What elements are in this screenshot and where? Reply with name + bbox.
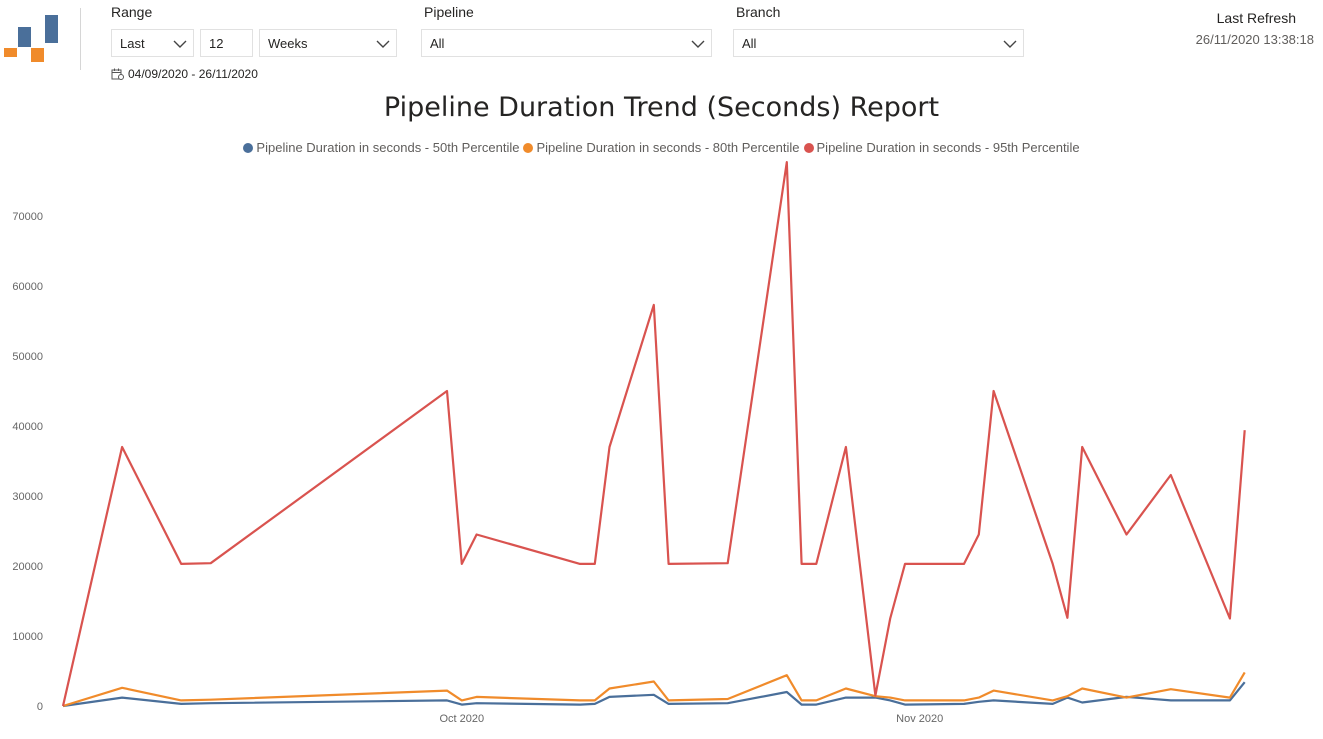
data-point [785,673,789,677]
data-point [726,701,730,705]
data-point [1065,616,1069,620]
data-point [120,445,124,449]
data-point [667,562,671,566]
data-point [61,704,65,708]
y-tick-label: 20000 [12,561,43,573]
data-point [593,562,597,566]
data-point [593,698,597,702]
data-point [652,303,656,307]
data-point [903,703,907,707]
data-point [888,617,892,621]
data-point [977,696,981,700]
data-point [1080,445,1084,449]
data-point [120,686,124,690]
data-point [1228,617,1232,621]
data-point [1243,670,1247,674]
data-point [977,533,981,537]
data-point [800,703,804,707]
data-point [1080,687,1084,691]
data-point [800,562,804,566]
y-tick-label: 50000 [12,351,43,363]
data-point [1169,687,1173,691]
data-point [578,562,582,566]
data-point [667,698,671,702]
series-line-2 [63,672,1245,706]
data-point [445,689,449,693]
data-point [578,698,582,702]
data-point [209,561,213,565]
data-point [844,696,848,700]
data-point [962,702,966,706]
data-point [903,562,907,566]
data-point [844,687,848,691]
data-point [460,562,464,566]
data-point [209,698,213,702]
data-point [1051,702,1055,706]
data-point [120,696,124,700]
data-point [873,694,877,698]
data-point [785,160,789,164]
data-point [1065,694,1069,698]
data-point [844,445,848,449]
data-point [726,697,730,701]
y-tick-label: 60000 [12,281,43,293]
data-point [814,698,818,702]
data-point [460,698,464,702]
data-point [992,689,996,693]
x-tick-label: Nov 2020 [896,713,943,725]
data-point [1051,698,1055,702]
data-point [785,690,789,694]
data-point [475,695,479,699]
data-point [667,702,671,706]
data-point [962,562,966,566]
data-point [977,700,981,704]
data-point [800,698,804,702]
data-point [460,703,464,707]
y-tick-label: 10000 [12,631,43,643]
data-point [179,702,183,706]
data-point [593,702,597,706]
data-point [726,561,730,565]
data-point [992,389,996,393]
data-point [992,698,996,702]
data-point [608,695,612,699]
y-tick-label: 0 [37,701,43,713]
data-point [1080,701,1084,705]
series-line-3 [63,162,1245,706]
data-point [445,698,449,702]
data-point [445,389,449,393]
data-point [814,562,818,566]
data-point [1051,562,1055,566]
y-tick-label: 70000 [12,211,43,223]
data-point [652,680,656,684]
x-tick-label: Oct 2020 [439,713,484,725]
data-point [179,562,183,566]
data-point [209,701,213,705]
data-point [475,701,479,705]
data-point [1228,696,1232,700]
data-point [578,703,582,707]
data-point [962,698,966,702]
data-point [1243,428,1247,432]
data-point [179,698,183,702]
y-tick-label: 30000 [12,491,43,503]
data-point [888,696,892,700]
data-point [652,693,656,697]
data-point [608,687,612,691]
data-point [1125,533,1129,537]
data-point [1169,698,1173,702]
data-point [814,703,818,707]
data-point [475,533,479,537]
y-tick-label: 40000 [12,421,43,433]
data-point [1243,680,1247,684]
data-point [1169,473,1173,477]
data-point [1125,696,1129,700]
data-point [903,698,907,702]
data-point [608,445,612,449]
